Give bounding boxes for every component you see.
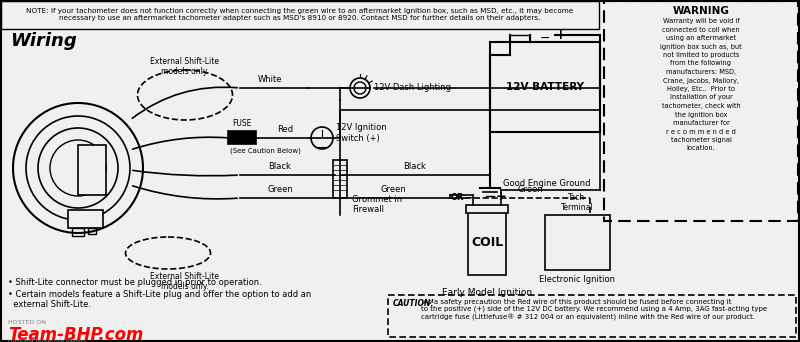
Text: Early Model Ignition: Early Model Ignition	[442, 288, 532, 297]
Text: External Shift-Lite
models only.: External Shift-Lite models only.	[150, 57, 219, 76]
Text: Black: Black	[269, 162, 291, 171]
Text: copyright respective owners: copyright respective owners	[8, 339, 86, 342]
Text: Black: Black	[403, 162, 426, 171]
Text: Warranty will be void if
connected to coil when
using an aftermarket
ignition bo: Warranty will be void if connected to co…	[660, 18, 742, 152]
Text: NOTE: If your tachometer does not function correctly when connecting the green w: NOTE: If your tachometer does not functi…	[26, 8, 574, 21]
Text: FUSE: FUSE	[232, 119, 252, 128]
Text: Green: Green	[517, 185, 543, 194]
Text: As a safety precaution the Red wire of this product should be fused before conne: As a safety precaution the Red wire of t…	[421, 299, 767, 321]
Bar	[466, 205, 508, 213]
Bar	[545, 215, 610, 270]
Text: Good Engine Ground: Good Engine Ground	[503, 179, 590, 187]
Text: Wiring: Wiring	[10, 32, 77, 50]
Bar	[490, 42, 600, 132]
Text: Green: Green	[267, 185, 293, 194]
Text: Red: Red	[277, 125, 293, 134]
Text: −: −	[540, 31, 550, 44]
Text: 12V Dash Lighting: 12V Dash Lighting	[374, 83, 451, 92]
Text: 12V Ignition
Switch (+): 12V Ignition Switch (+)	[336, 123, 386, 143]
Text: Team-BHP.com: Team-BHP.com	[8, 326, 143, 342]
Bar	[1, 1, 599, 29]
Bar	[88, 228, 96, 234]
Text: −: −	[466, 193, 476, 203]
Bar	[604, 1, 798, 221]
Text: WARNING: WARNING	[673, 6, 730, 16]
Bar	[468, 210, 506, 275]
Text: Tach
Terminal: Tach Terminal	[561, 193, 594, 212]
Bar	[78, 145, 106, 195]
Text: Green: Green	[380, 185, 406, 194]
Text: external Shift-Lite.: external Shift-Lite.	[8, 300, 91, 309]
Bar	[72, 228, 84, 236]
Text: +: +	[496, 190, 506, 203]
Text: External Shift-Lite
models only.: External Shift-Lite models only.	[150, 272, 219, 291]
Bar	[228, 131, 256, 144]
Text: +: +	[555, 28, 566, 42]
Text: HOSTED ON: HOSTED ON	[8, 320, 46, 325]
Bar	[68, 210, 103, 228]
Text: 12V BATTERY: 12V BATTERY	[506, 82, 584, 92]
Text: CAUTION!: CAUTION!	[393, 299, 435, 308]
Text: OR: OR	[450, 194, 464, 202]
Text: Grommet in
Firewall: Grommet in Firewall	[352, 195, 402, 214]
Bar	[388, 295, 796, 337]
Text: White: White	[258, 75, 282, 84]
Text: COIL: COIL	[471, 237, 503, 250]
Text: • Shift-Lite connector must be plugged in prior to operation.: • Shift-Lite connector must be plugged i…	[8, 278, 262, 287]
Text: Electronic Ignition: Electronic Ignition	[539, 275, 615, 284]
Bar	[333, 160, 347, 198]
Text: (See Caution Below): (See Caution Below)	[230, 148, 301, 155]
Text: • Certain models feature a Shift-Lite plug and offer the option to add an: • Certain models feature a Shift-Lite pl…	[8, 290, 311, 299]
